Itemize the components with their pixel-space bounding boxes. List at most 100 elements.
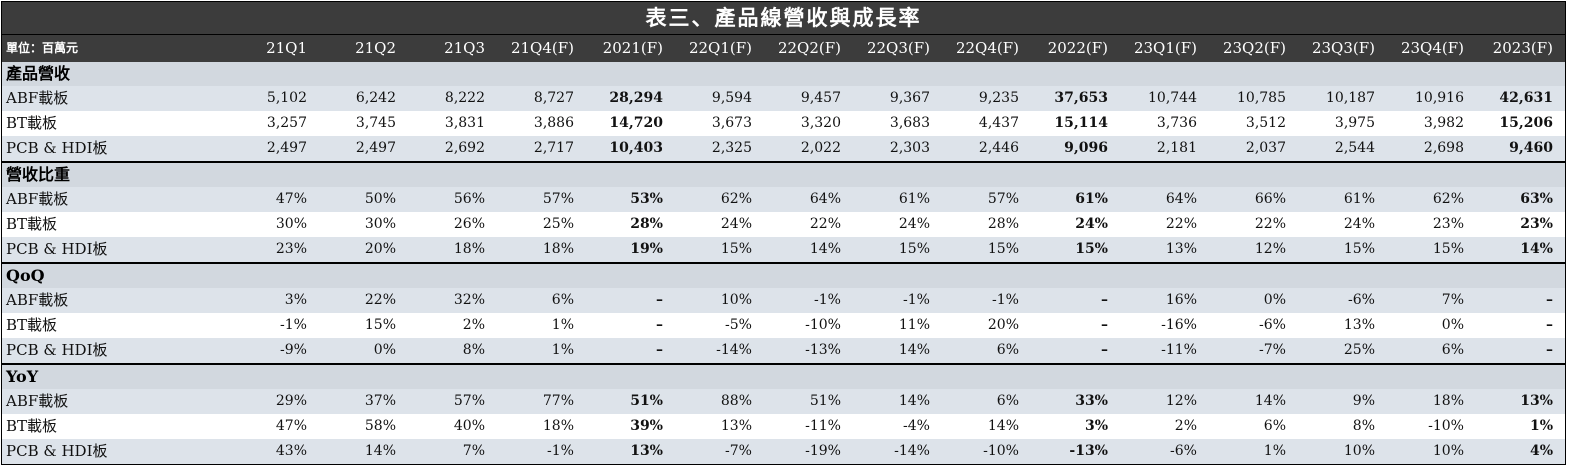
table-row: PCB & HDI板 2,497 2,497 2,692 2,717 10,403 2,32… xyxy=(2,136,1565,161)
table-cell: 26% xyxy=(453,216,485,232)
table-cell: 23% xyxy=(1432,216,1464,232)
table-cell: -19% xyxy=(805,443,841,459)
table-cell: 9,096 xyxy=(1064,140,1108,156)
table-cell: 10% xyxy=(720,292,752,308)
table-cell: -6% xyxy=(1259,317,1286,333)
table-cell: 1% xyxy=(551,317,574,333)
column-header: 23Q1(F) xyxy=(1133,39,1197,57)
table-cell: 2,692 xyxy=(444,140,485,156)
table-cell: 37% xyxy=(364,393,396,409)
table-cell: -6% xyxy=(1170,443,1197,459)
table-cell: 1% xyxy=(1529,418,1553,434)
table-cell: 2,446 xyxy=(978,140,1019,156)
table-cell: 6% xyxy=(551,292,574,308)
table-cell: 57% xyxy=(987,191,1019,207)
table-title: 表三、產品線營收與成長率 xyxy=(2,2,1565,34)
table-cell: -7% xyxy=(1259,342,1286,358)
table-cell: – xyxy=(1101,317,1108,333)
row-label: ABF載板 xyxy=(6,291,69,309)
column-header: 22Q2(F) xyxy=(777,39,841,57)
table-cell: 9% xyxy=(1352,393,1375,409)
table-cell: -10% xyxy=(805,317,841,333)
table-cell: 50% xyxy=(364,191,396,207)
table-cell: 0% xyxy=(1441,317,1464,333)
table-cell: 24% xyxy=(898,216,930,232)
table-cell: 6,242 xyxy=(355,90,396,106)
table-cell: 25% xyxy=(542,216,574,232)
table-cell: 9,367 xyxy=(889,90,930,106)
table-cell: – xyxy=(1101,292,1108,308)
table-cell: – xyxy=(1546,317,1553,333)
row-label: BT載板 xyxy=(6,114,58,132)
table-cell: 9,457 xyxy=(800,90,841,106)
table-cell: 3,673 xyxy=(711,115,752,131)
table-cell: 8% xyxy=(462,342,485,358)
table-cell: 13% xyxy=(720,418,752,434)
table-cell: 47% xyxy=(275,418,307,434)
table-cell: – xyxy=(1546,342,1553,358)
table-cell: 13% xyxy=(1343,317,1375,333)
table-cell: -11% xyxy=(805,418,841,434)
table-cell: 9,460 xyxy=(1509,140,1553,156)
column-header: 23Q2(F) xyxy=(1222,39,1286,57)
table-cell: -1% xyxy=(547,443,574,459)
table-cell: 14,720 xyxy=(609,115,663,131)
table-row: BT載板 -1% 15% 2% 1% – -5% -10% 11% 20% – -16% -6% 13% 0… xyxy=(2,313,1565,338)
table-cell: 40% xyxy=(453,418,485,434)
table-cell: -4% xyxy=(903,418,930,434)
table-cell: 15% xyxy=(364,317,396,333)
table-cell: 0% xyxy=(373,342,396,358)
table-cell: -9% xyxy=(280,342,307,358)
table-row: ABF載板 29% 37% 57% 77% 51% 88% 51% 14% 6% 33% 12% 14%… xyxy=(2,389,1565,414)
table-cell: 66% xyxy=(1254,191,1286,207)
table-cell: -14% xyxy=(894,443,930,459)
table-cell: 4,437 xyxy=(978,115,1019,131)
table-cell: 51% xyxy=(630,393,663,409)
table-cell: 18% xyxy=(1432,393,1464,409)
table-row: ABF載板 47% 50% 56% 57% 53% 62% 64% 61% 57% 61% 64% 66… xyxy=(2,187,1565,212)
table-cell: 3% xyxy=(1084,418,1108,434)
table-cell: 18% xyxy=(542,241,574,257)
table-cell: 3,831 xyxy=(444,115,485,131)
table-cell: 9,594 xyxy=(711,90,752,106)
table-cell: 1% xyxy=(551,342,574,358)
table-cell: 28% xyxy=(987,216,1019,232)
table-cell: 22% xyxy=(809,216,841,232)
table-cell: 5,102 xyxy=(266,90,307,106)
table-cell: 13% xyxy=(1520,393,1553,409)
table-cell: 10,744 xyxy=(1148,90,1197,106)
row-label: PCB & HDI板 xyxy=(6,442,108,460)
table-cell: 14% xyxy=(987,418,1019,434)
table-cell: -1% xyxy=(280,317,307,333)
table-cell: 13% xyxy=(1165,241,1197,257)
table-cell: 14% xyxy=(898,393,930,409)
table-cell: -11% xyxy=(1161,342,1197,358)
table-cell: 30% xyxy=(364,216,396,232)
table-cell: 4% xyxy=(1529,443,1553,459)
table-cell: 3,982 xyxy=(1423,115,1464,131)
table-row: PCB & HDI板 -9% 0% 8% 1% – -14% -13% 14% 6% – -11% -7… xyxy=(2,338,1565,363)
table-cell: 22% xyxy=(1254,216,1286,232)
table-cell: -1% xyxy=(903,292,930,308)
column-header: 2021(F) xyxy=(602,39,663,57)
table-cell: 10,916 xyxy=(1415,90,1464,106)
table-cell: 62% xyxy=(720,191,752,207)
table-cell: 32% xyxy=(453,292,485,308)
table-cell: 10% xyxy=(1343,443,1375,459)
table-cell: 64% xyxy=(809,191,841,207)
table-cell: -13% xyxy=(805,342,841,358)
table-cell: 15% xyxy=(898,241,930,257)
table-cell: 19% xyxy=(630,241,663,257)
table-cell: 8% xyxy=(1352,418,1375,434)
table-row: ABF載板 3% 22% 32% 6% – 10% -1% -1% -1% – 16% 0% -6% 7% – xyxy=(2,288,1565,313)
row-label: BT載板 xyxy=(6,316,58,334)
table-cell: – xyxy=(1101,342,1108,358)
table-cell: 30% xyxy=(275,216,307,232)
table-cell: 18% xyxy=(542,418,574,434)
row-label: ABF載板 xyxy=(6,89,69,107)
table-cell: 39% xyxy=(630,418,663,434)
table-cell: 10,785 xyxy=(1237,90,1286,106)
column-header: 21Q4(F) xyxy=(510,39,574,57)
table-cell: 11% xyxy=(898,317,930,333)
